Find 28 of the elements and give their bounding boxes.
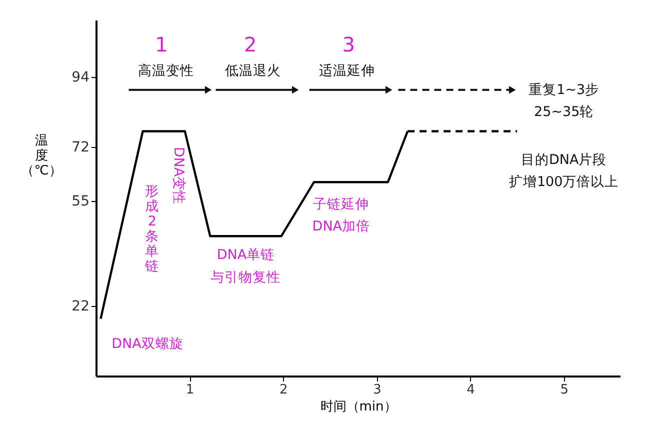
y-tick-label: 72 [72,140,90,156]
annotation: 高温变性 [138,62,194,79]
annotation: 形成2条单链 [144,184,160,275]
x-tick-label: 3 [373,382,382,398]
annotation: DNA单链 [216,247,275,264]
annotation: DNA加倍 [312,218,370,235]
y-tick-label: 22 [72,298,90,315]
annotation: 1 [155,32,168,56]
annotation: 重复1~3步 [528,82,600,98]
annotation: 2 [244,32,257,56]
annotation: 25~35轮 [534,104,594,120]
x-axis-title: 时间（min） [320,400,397,414]
annotation: 扩增100万倍以上 [508,174,619,190]
y-axis-title: 温度（℃） [21,134,62,178]
y-tick-label: 55 [72,194,90,210]
annotation: DNA变性 [170,146,186,205]
annotation: 与引物复性 [210,269,281,286]
annotation: 低温退火 [225,62,282,79]
x-tick-label: 1 [186,382,194,398]
annotation: 适温延伸 [318,62,375,79]
annotation: DNA双螺旋 [112,336,184,352]
annotation: 3 [342,32,356,56]
annotation: 目的DNA片段 [520,152,607,168]
x-tick-label: 4 [466,382,475,398]
x-tick-label: 2 [280,382,288,398]
y-tick-label: 94 [72,70,90,86]
annotation: 子链延伸 [313,196,370,212]
x-tick-label: 5 [560,382,568,398]
